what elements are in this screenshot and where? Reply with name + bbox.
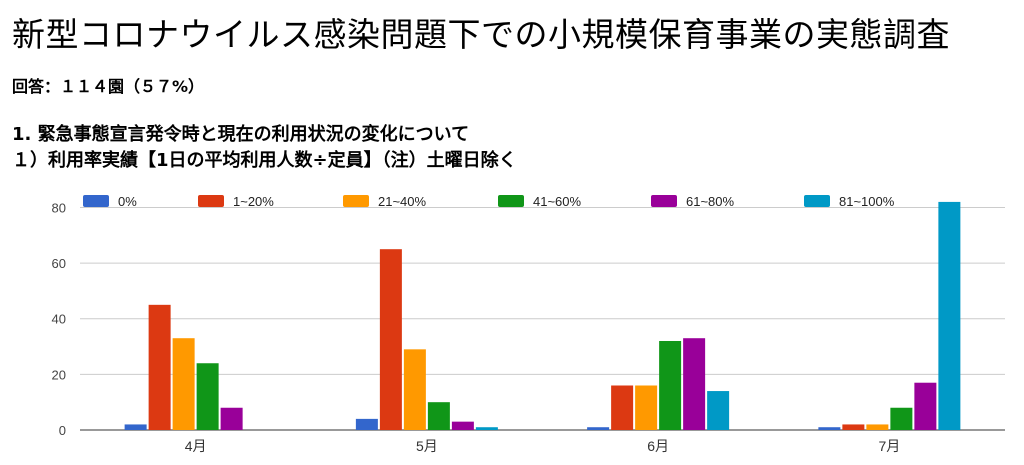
bar: [148, 304, 171, 430]
bar-chart: 0% 1~20% 21~40% 41~60% 61~80% 81~100% 0 20 40 60…: [52, 194, 1005, 454]
y-tick-label: 40: [52, 312, 66, 327]
x-tick-label: 4月: [185, 438, 207, 454]
response-count: 回答：１１４園（５７%）: [12, 77, 205, 96]
bar: [587, 427, 610, 430]
x-tick-label: 5月: [416, 438, 438, 454]
bar: [866, 424, 889, 430]
bar: [379, 249, 402, 430]
question-heading: 1. 緊急事態宣言発令時と現在の利用状況の変化について: [12, 124, 470, 145]
bar: [707, 391, 730, 430]
legend-swatch: [804, 195, 830, 207]
y-tick-label: 0: [59, 423, 66, 438]
y-tick-label: 80: [52, 200, 66, 215]
bar: [890, 407, 913, 430]
bar: [683, 338, 706, 430]
legend-swatch: [83, 195, 109, 207]
y-tick-label: 20: [52, 367, 66, 382]
legend-item: 21~40%: [343, 194, 427, 209]
bar: [818, 427, 841, 430]
subquestion-heading: １）利用率実績【1日の平均利用人数÷定員】（注）土曜日除く: [12, 150, 517, 171]
legend-label: 61~80%: [686, 194, 735, 209]
bar: [635, 385, 658, 430]
legend-label: 1~20%: [233, 194, 274, 209]
legend-swatch: [343, 195, 369, 207]
chart-container: 0% 1~20% 21~40% 41~60% 61~80% 81~100% 0 20 40 60…: [0, 180, 1024, 461]
x-tick-label: 7月: [878, 438, 900, 454]
legend-swatch: [498, 195, 524, 207]
bar: [220, 407, 243, 430]
legend-item: 1~20%: [198, 194, 274, 209]
grid-layer: [80, 206, 1005, 431]
legend-label: 81~100%: [839, 194, 895, 209]
bar: [914, 382, 937, 430]
legend-label: 21~40%: [378, 194, 427, 209]
bar: [842, 424, 865, 430]
legend-label: 41~60%: [533, 194, 582, 209]
bar: [196, 363, 219, 430]
axis-layer: 0 20 40 60 80 4月 5月 6月 7月: [52, 200, 901, 454]
legend-swatch: [651, 195, 677, 207]
legend-item: 0%: [83, 194, 137, 209]
bar: [355, 418, 378, 430]
bar: [172, 338, 195, 430]
bar: [427, 402, 450, 430]
chart-legend: 0% 1~20% 21~40% 41~60% 61~80% 81~100%: [83, 194, 895, 209]
legend-label: 0%: [118, 194, 137, 209]
bar: [451, 421, 474, 430]
x-tick-label: 6月: [647, 438, 669, 454]
page-title: 新型コロナウイルス感染問題下での小規模保育事業の実態調査: [12, 15, 950, 54]
legend-item: 61~80%: [651, 194, 735, 209]
bar: [124, 424, 147, 430]
bar: [659, 340, 682, 430]
bar-layer: [124, 201, 961, 430]
bar: [403, 349, 426, 430]
y-tick-label: 60: [52, 256, 66, 271]
bar: [938, 201, 961, 430]
legend-item: 81~100%: [804, 194, 895, 209]
legend-swatch: [198, 195, 224, 207]
bar: [475, 427, 498, 430]
legend-item: 41~60%: [498, 194, 582, 209]
bar: [611, 385, 634, 430]
